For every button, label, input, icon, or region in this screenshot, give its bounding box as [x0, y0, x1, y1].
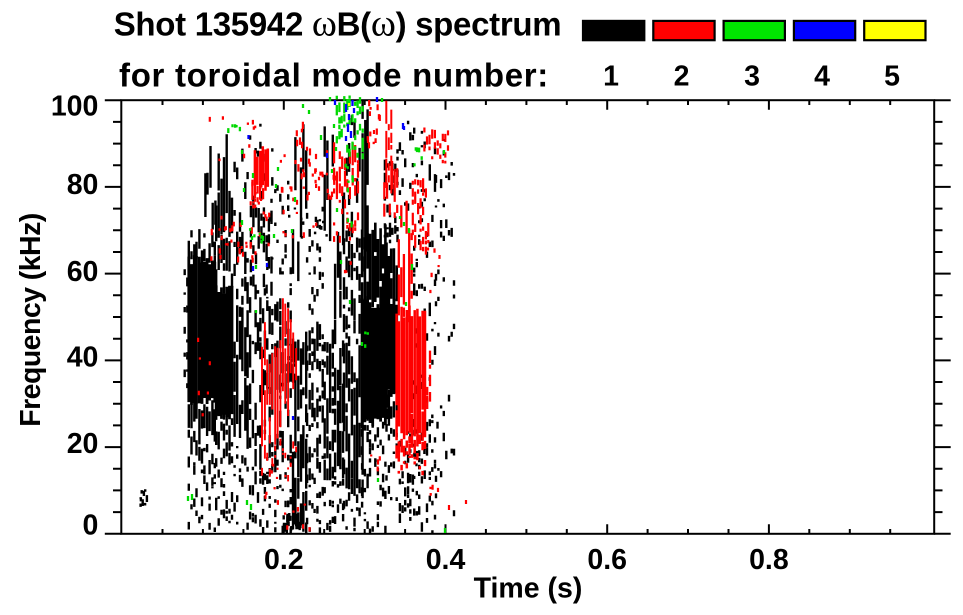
svg-text:Shot 135942 ωB(ω) spectrum: Shot 135942 ωB(ω) spectrum: [114, 3, 562, 45]
svg-text:0.2: 0.2: [264, 544, 304, 576]
svg-text:0.6: 0.6: [587, 544, 627, 576]
svg-text:0: 0: [83, 510, 99, 542]
svg-text:Time (s): Time (s): [474, 572, 583, 604]
svg-text:80: 80: [67, 169, 99, 201]
svg-text:60: 60: [67, 256, 99, 288]
svg-text:20: 20: [67, 428, 99, 460]
svg-text:Frequency (kHz): Frequency (kHz): [15, 213, 47, 427]
svg-text:2: 2: [674, 61, 690, 93]
svg-text:for toroidal mode number:: for toroidal mode number:: [119, 56, 549, 93]
svg-text:4: 4: [814, 61, 830, 93]
svg-text:3: 3: [744, 61, 760, 93]
svg-text:5: 5: [884, 61, 900, 93]
svg-text:1: 1: [603, 61, 619, 93]
svg-text:0.8: 0.8: [749, 544, 789, 576]
svg-text:100: 100: [51, 91, 99, 123]
svg-text:0.4: 0.4: [426, 544, 466, 576]
svg-text:40: 40: [67, 341, 99, 373]
